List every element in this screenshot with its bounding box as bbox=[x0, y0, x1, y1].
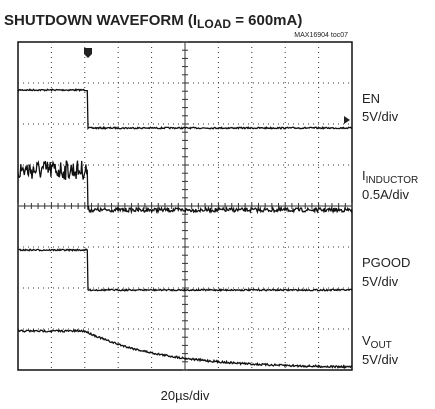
trace bbox=[17, 88, 353, 131]
figure-note: MAX16904 toc07 bbox=[294, 32, 348, 39]
trace bbox=[17, 248, 353, 293]
channel-name: PGOOD bbox=[362, 255, 410, 270]
waveforms bbox=[17, 88, 353, 370]
channel-scale: 5V/div bbox=[362, 109, 399, 124]
trace bbox=[17, 328, 353, 370]
channel-scale: 5V/div bbox=[362, 352, 399, 367]
trigger-marker bbox=[84, 48, 92, 58]
channel-name: IINDUCTOR bbox=[362, 168, 418, 186]
channel-scale: 5V/div bbox=[362, 274, 399, 289]
level-marker bbox=[344, 116, 350, 124]
timebase-label: 20µs/div bbox=[161, 388, 210, 403]
channel-name: VOUT bbox=[362, 333, 392, 351]
trace bbox=[17, 159, 353, 215]
channel-name: EN bbox=[362, 91, 380, 106]
title: SHUTDOWN WAVEFORM (ILOAD = 600mA) bbox=[4, 12, 302, 31]
channel-scale: 0.5A/div bbox=[362, 187, 409, 202]
